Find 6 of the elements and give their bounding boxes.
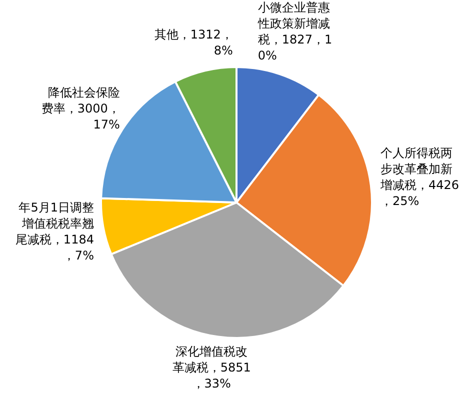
slice-label: 个人所得税两步改革叠加新增减税，4426，25%	[379, 146, 460, 208]
slice-label: 深化增值税改革减税，5851，33%	[172, 344, 251, 391]
slice-label: 年5月1日调整增值税税率翘尾减税，1184，7%	[15, 200, 94, 262]
slice-label: 其他，1312，8%	[154, 28, 233, 58]
slice-label: 小微企业普惠性政策新增减税，1827，10%	[256, 0, 332, 62]
slice-label: 降低社会保险费率，3000，17%	[41, 86, 120, 132]
